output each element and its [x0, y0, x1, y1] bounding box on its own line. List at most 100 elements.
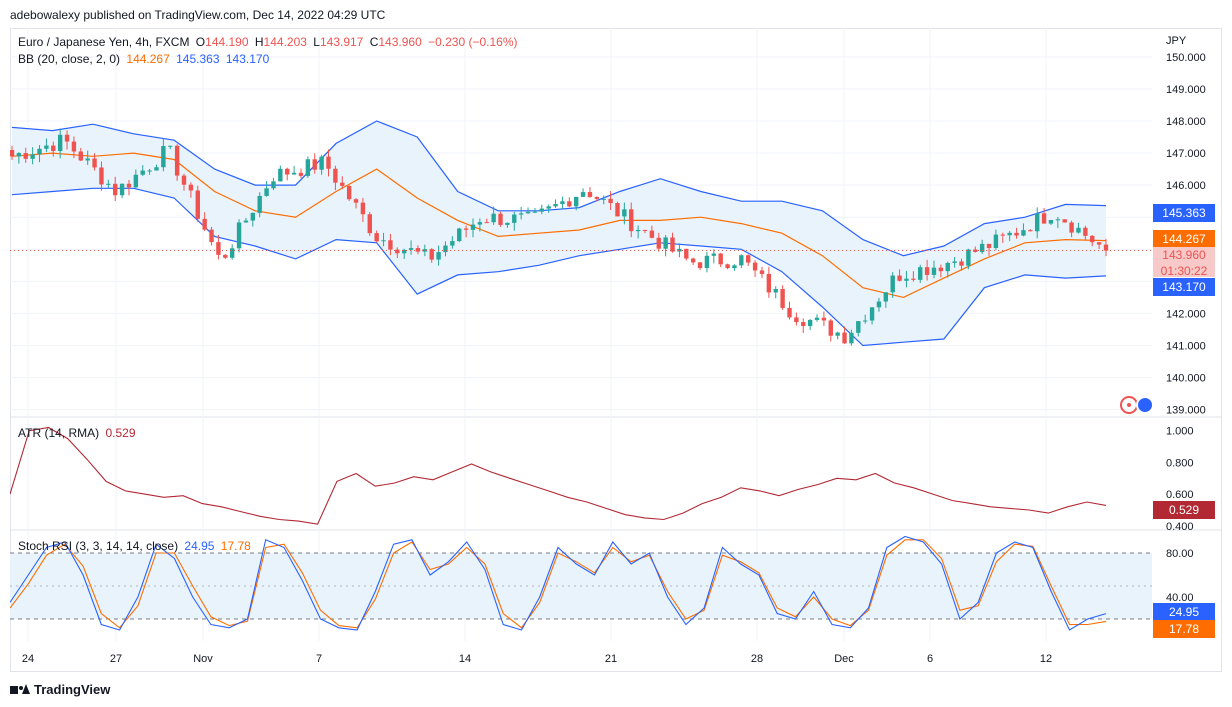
change-value: −0.230 (−0.16%) — [428, 35, 518, 49]
candle-body — [1014, 232, 1019, 236]
candle-body — [346, 185, 352, 200]
candle-body — [374, 233, 379, 242]
stoch-name: Stoch RSI (3, 3, 14, 14, close) — [18, 539, 179, 553]
stoch-k-line — [10, 535, 1107, 631]
candle-body — [23, 153, 28, 159]
candle-body — [278, 168, 283, 182]
candle-body — [1028, 230, 1033, 232]
candle-body — [608, 198, 613, 204]
candle-body — [739, 255, 744, 266]
x-tick-label: 6 — [927, 653, 933, 665]
candle-body — [890, 275, 895, 293]
candle-body — [821, 317, 827, 321]
bb-lower-value: 143.170 — [225, 52, 270, 66]
candle-body — [30, 154, 35, 159]
globe-icon[interactable] — [1136, 396, 1154, 414]
stoch-tick-label: 80.00 — [1166, 548, 1194, 560]
candle-body — [532, 211, 538, 213]
candle-body — [188, 184, 194, 191]
y-tick-label: 141.000 — [1166, 340, 1206, 352]
candle-body — [1048, 220, 1054, 224]
candle-body — [126, 183, 132, 188]
candle-body — [216, 242, 221, 255]
candle-body — [291, 172, 297, 175]
badge-stoch-k: 24.95 — [1153, 603, 1215, 621]
candle-body — [656, 237, 661, 249]
candle-body — [381, 240, 386, 242]
candle-body — [862, 320, 868, 322]
candle-body — [594, 196, 600, 199]
candle-body — [285, 168, 290, 175]
candle-body — [174, 145, 180, 176]
candle-body — [546, 206, 551, 209]
open-value: 144.190 — [205, 35, 249, 49]
y-tick-label: 148.000 — [1166, 116, 1206, 128]
stoch-tick-label: 40.00 — [1166, 592, 1194, 604]
candle-body — [71, 141, 77, 152]
candle-body — [106, 183, 111, 185]
candle-body — [663, 237, 668, 249]
candle-body — [1007, 232, 1012, 236]
candle-body — [512, 214, 517, 223]
bb-basis-line — [11, 152, 1107, 299]
chart-canvas[interactable]: 139.000140.000141.000142.000143.000144.0… — [10, 28, 1222, 672]
candle-body — [298, 172, 304, 176]
candle-body — [85, 158, 90, 161]
candle-body — [223, 254, 228, 258]
footer-brand: TradingView — [10, 682, 110, 697]
candle-body — [78, 151, 84, 161]
candle-body — [979, 243, 985, 252]
candle-body — [1103, 244, 1109, 251]
candle-body — [1062, 219, 1067, 223]
candle-body — [931, 267, 937, 275]
atr-value: 0.529 — [105, 426, 136, 440]
candle-body — [807, 319, 813, 327]
candle-body — [574, 196, 579, 207]
candle-body — [973, 249, 978, 252]
candle-body — [408, 248, 414, 250]
close-value: 143.960 — [378, 35, 422, 49]
candle-body — [897, 275, 902, 281]
candle-body — [484, 222, 489, 224]
candle-body — [718, 253, 723, 265]
y-tick-label: 146.000 — [1166, 180, 1206, 192]
candle-body — [814, 317, 820, 320]
candle-body — [787, 307, 792, 318]
candle-body — [869, 307, 875, 321]
candle-body — [1076, 227, 1081, 233]
x-tick-label: 28 — [751, 653, 763, 665]
candle-body — [181, 175, 187, 185]
bollinger-fill — [12, 121, 1106, 346]
candle-body — [911, 278, 916, 280]
candle-body — [601, 198, 606, 200]
candle-body — [161, 146, 166, 168]
candle-body — [457, 228, 462, 242]
candle-body — [759, 270, 765, 274]
candle-body — [498, 213, 503, 225]
candle-body — [856, 321, 861, 333]
x-tick-label: 21 — [605, 653, 617, 665]
bb-legend: BB (20, close, 2, 0) 144.267 145.363 143… — [18, 52, 272, 66]
candle-body — [312, 159, 317, 170]
main-legend: Euro / Japanese Yen, 4h, FXCM O144.190 H… — [18, 35, 521, 49]
candle-body — [876, 301, 882, 308]
candle-body — [491, 213, 496, 223]
atr-name: ATR (14, RMA) — [18, 426, 100, 440]
price-axis: 139.000140.000141.000142.000143.000144.0… — [1166, 52, 1206, 604]
candle-body — [388, 240, 393, 250]
badge-price: 143.960 01:30:22 — [1153, 247, 1215, 278]
atr-tick-label: 0.600 — [1166, 489, 1194, 501]
candle-body — [835, 332, 840, 336]
candle-body — [367, 214, 372, 234]
badge-bb-basis: 144.267 — [1153, 230, 1215, 248]
candle-body — [690, 258, 696, 263]
candle-body — [635, 229, 641, 232]
candle-body — [133, 174, 139, 188]
candle-body — [229, 248, 235, 258]
candle-body — [794, 317, 799, 323]
candle-body — [16, 153, 22, 157]
candle-body — [360, 202, 366, 215]
candle-body — [828, 320, 833, 336]
bb-name: BB (20, close, 2, 0) — [18, 52, 121, 66]
candle-body — [353, 199, 359, 203]
